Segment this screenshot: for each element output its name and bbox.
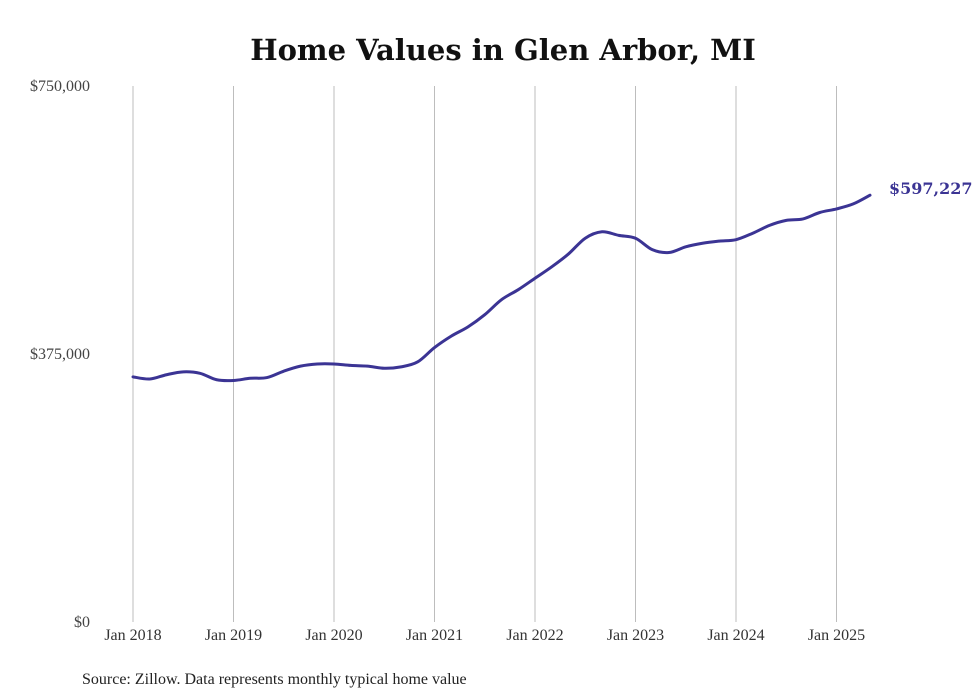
x-tick-label: Jan 2025 — [808, 627, 865, 644]
series-layer: $597,227 — [131, 179, 973, 383]
x-tick-label: Jan 2023 — [607, 627, 664, 644]
x-axis-ticks: Jan 2018 Jan 2019 Jan 2020 Jan 2021 Jan 2022… — [104, 627, 865, 644]
x-tick-label: Jan 2020 — [305, 627, 362, 644]
x-tick-label: Jan 2022 — [506, 627, 563, 644]
chart-title: Home Values in Glen Arbor, MI — [250, 33, 756, 67]
series-line — [131, 193, 872, 383]
x-tick-label: Jan 2021 — [406, 627, 463, 644]
x-tick-label: Jan 2024 — [707, 627, 764, 644]
end-value-label: $597,227 — [889, 179, 973, 198]
y-tick-label: $0 — [74, 614, 90, 631]
y-axis-ticks: $0 $375,000 $750,000 — [30, 78, 90, 631]
y-tick-label: $375,000 — [30, 346, 90, 363]
x-tick-label: Jan 2018 — [104, 627, 161, 644]
gridlines — [132, 86, 837, 622]
source-note: Source: Zillow. Data represents monthly … — [82, 671, 467, 688]
y-tick-label: $750,000 — [30, 78, 90, 95]
x-tick-label: Jan 2019 — [205, 627, 262, 644]
